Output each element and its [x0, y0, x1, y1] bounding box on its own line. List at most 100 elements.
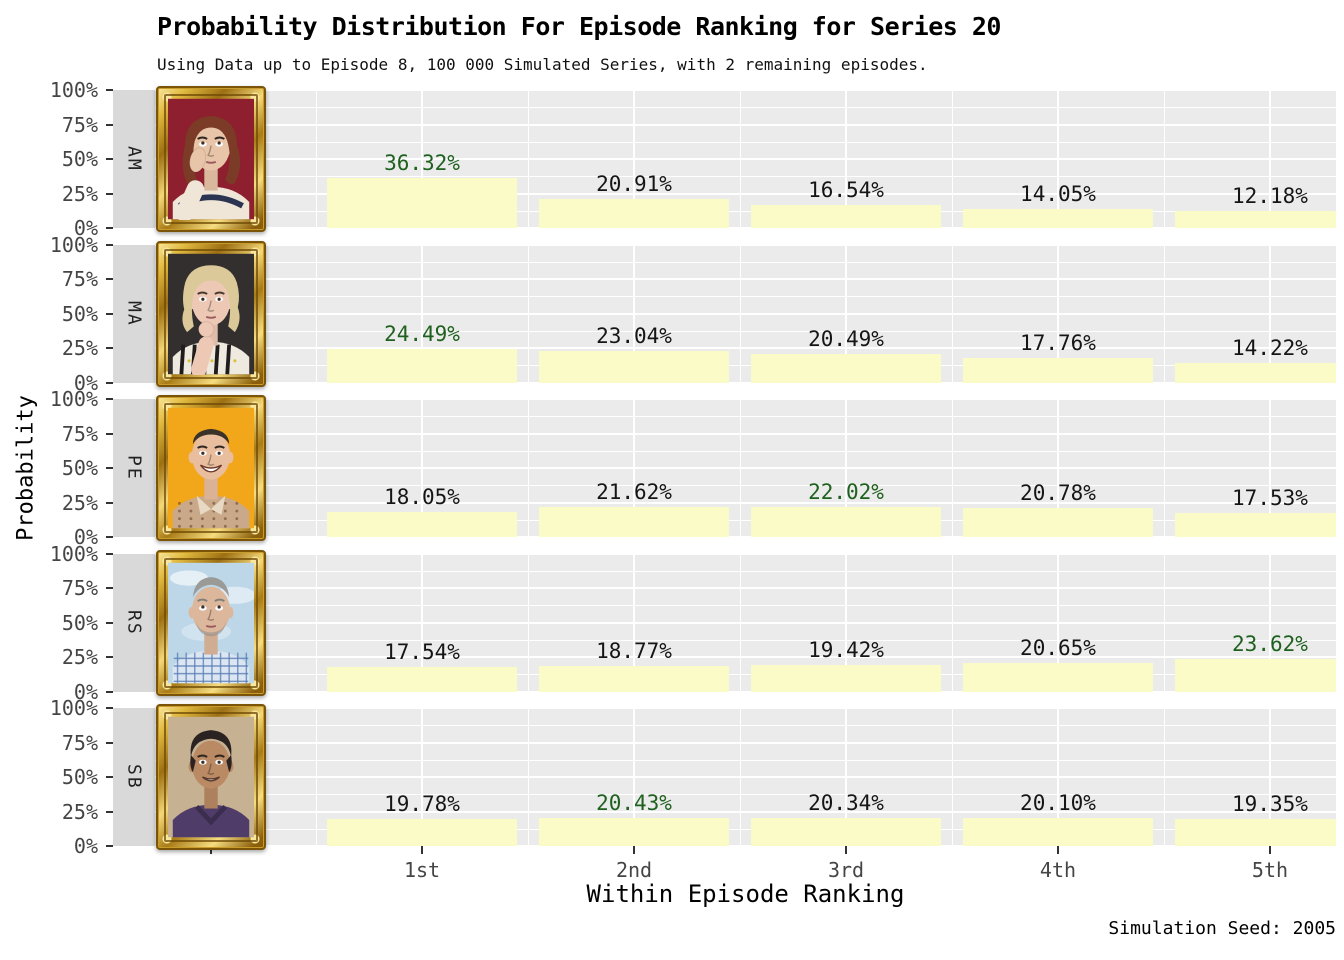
chart-subtitle: Using Data up to Episode 8, 100 000 Simu…: [157, 55, 928, 74]
panel-sb: 19.78% 20.43% 20.34% 20.10% 19.35%: [155, 708, 1336, 846]
gridline-v-minor: [1163, 708, 1165, 846]
gridline-h-major: [155, 776, 1336, 778]
x-tick-mark: [633, 846, 635, 854]
y-tick-label: 100%: [49, 387, 98, 411]
gridline-h-minor: [155, 725, 1336, 727]
gridline-h-major: [155, 587, 1336, 589]
y-tick-label: 0%: [73, 216, 98, 240]
y-tick-label: 50%: [61, 147, 98, 171]
portrait-photo-sb: [168, 716, 254, 838]
gridline-v-minor: [1163, 399, 1165, 537]
bar-rs-1st: [327, 667, 517, 692]
y-axis-labels: 100% 75% 50% 25% 0%: [0, 387, 103, 549]
y-tick-mark: [106, 278, 113, 280]
facet-strip-pe: PE: [113, 399, 155, 537]
facet-strip-label: AM: [123, 146, 145, 172]
y-tick-mark: [106, 398, 113, 400]
x-axis: 1st 2nd 3rd 4th 5th: [155, 846, 1336, 896]
y-tick-mark: [106, 552, 113, 555]
x-tick-mark: [1056, 846, 1059, 854]
y-tick-label: 50%: [61, 610, 98, 635]
bar-am-5th: [1175, 211, 1336, 228]
gridline-h-major: [155, 158, 1336, 160]
x-tick-label: 3rd: [827, 858, 865, 882]
bar-value-label: 16.54%: [808, 178, 884, 203]
y-tick-label: 25%: [61, 490, 98, 515]
bar-ma-5th: [1175, 362, 1336, 383]
bar-rs-5th: [1175, 658, 1336, 692]
y-axis-labels: 100% 75% 50% 25% 0%: [0, 696, 103, 858]
gridline-h-major: [155, 845, 1336, 846]
bar-value-label: 17.53%: [1232, 485, 1308, 510]
gridline-v-major: [421, 90, 424, 228]
gridline-v-major: [1056, 708, 1059, 846]
bar-value-label: 20.10%: [1020, 791, 1096, 816]
bar-ma-1st: [327, 348, 517, 383]
gridline-v-minor: [527, 90, 529, 228]
facet-strip-label: SB: [123, 764, 145, 790]
bar-pe-2nd: [539, 507, 729, 537]
gridline-v-major: [421, 399, 424, 537]
gridline-h-major: [155, 708, 1336, 709]
gridline-h-minor: [155, 794, 1336, 796]
y-tick-mark: [106, 690, 113, 693]
bar-sb-5th: [1175, 819, 1336, 846]
y-tick-label: 75%: [61, 730, 98, 755]
gridline-h-major: [155, 501, 1336, 504]
bar-sb-4th: [963, 818, 1153, 846]
y-axis-ticks: [103, 243, 113, 384]
y-tick-label: 0%: [73, 370, 98, 395]
gridline-h-minor: [155, 759, 1336, 761]
y-tick-label: 100%: [49, 696, 98, 720]
gridline-h-major: [155, 621, 1336, 624]
bar-am-3rd: [751, 205, 941, 228]
bar-value-label: 20.78%: [1020, 481, 1096, 506]
bar-value-label: 23.62%: [1232, 631, 1308, 656]
bar-value-label: 19.42%: [808, 637, 884, 662]
gridline-v-major: [845, 553, 847, 692]
gridline-v-major: [633, 90, 635, 228]
bar-sb-1st: [327, 818, 517, 846]
gridline-v-minor: [1163, 90, 1165, 228]
gridline-h-minor: [155, 450, 1336, 452]
chart-title: Probability Distribution For Episode Ran…: [157, 12, 1001, 41]
y-tick-mark: [106, 312, 113, 315]
gridline-v-major: [633, 708, 635, 846]
bar-value-label: 20.34%: [808, 790, 884, 815]
gridline-v-major: [1268, 553, 1271, 692]
gridline-h-major: [155, 536, 1336, 537]
y-tick-mark: [106, 89, 113, 91]
gridline-v-major: [633, 399, 635, 537]
gridline-v-major: [421, 244, 424, 383]
bar-pe-1st: [327, 512, 517, 537]
bar-value-label: 23.04%: [596, 323, 672, 348]
gridline-h-minor: [155, 416, 1336, 418]
portrait-frame-rs: [156, 549, 266, 696]
bar-ma-4th: [963, 358, 1153, 383]
bar-pe-5th: [1175, 512, 1336, 537]
bar-value-label: 14.05%: [1020, 181, 1096, 206]
y-axis-ticks: [103, 89, 113, 229]
bar-pe-4th: [963, 508, 1153, 537]
bar-value-label: 21.62%: [596, 480, 672, 505]
y-tick-label: 75%: [61, 421, 98, 446]
gridline-h-minor: [155, 605, 1336, 607]
y-tick-mark: [106, 776, 113, 778]
bar-am-1st: [327, 177, 517, 228]
caption-simulation-seed: Simulation Seed: 2005: [1108, 918, 1336, 939]
facet-strip-rs: RS: [113, 553, 155, 692]
gridline-v-major: [633, 244, 635, 383]
y-tick-label: 75%: [61, 576, 98, 600]
gridline-h-minor: [155, 261, 1336, 263]
gridline-v-minor: [951, 708, 953, 846]
gridline-v-major: [845, 244, 847, 383]
gridline-h-major: [155, 432, 1336, 435]
y-tick-mark: [106, 536, 113, 538]
gridline-h-minor: [155, 107, 1336, 109]
y-tick-mark: [106, 707, 113, 709]
portrait-frame-pe: [156, 395, 266, 541]
y-tick-mark: [106, 621, 113, 624]
gridline-v-minor: [739, 708, 741, 846]
portrait-frame-am: [156, 86, 266, 232]
